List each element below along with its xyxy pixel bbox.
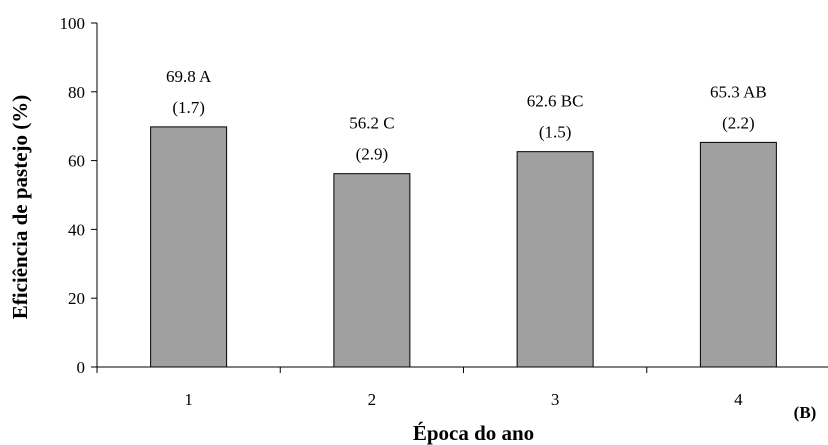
x-tick-label: 4	[734, 390, 743, 409]
y-tick-label: 100	[60, 14, 86, 33]
x-tick-label: 3	[551, 390, 560, 409]
bar	[699, 141, 777, 368]
y-tick-label: 60	[68, 152, 85, 171]
bar-error-label: (2.9)	[356, 145, 389, 164]
bar-value-label: 69.8 A	[166, 67, 212, 86]
y-tick-label: 40	[68, 220, 85, 239]
bar	[333, 173, 411, 368]
x-axis-ticks: 1 2 3 4	[96, 367, 743, 409]
panel-label: (B)	[794, 403, 817, 422]
y-axis-title: Eficiência de pastejo (%)	[8, 95, 32, 320]
bar-value-label: 65.3 AB	[710, 82, 767, 101]
y-tick-label: 0	[77, 358, 86, 377]
x-tick-label: 2	[368, 390, 377, 409]
bar	[516, 151, 594, 368]
bar-error-label: (2.2)	[722, 113, 755, 132]
bar	[150, 126, 228, 368]
bars	[150, 126, 777, 368]
x-tick-label: 1	[184, 390, 193, 409]
bar-value-label: 56.2 C	[349, 114, 394, 133]
bar-error-label: (1.5)	[539, 123, 572, 142]
y-tick-label: 20	[68, 289, 85, 308]
y-axis-ticks: 0 20 40 60 80 100	[60, 14, 97, 377]
bar-value-label: 62.6 BC	[527, 92, 584, 111]
bar-labels: 69.8 A (1.7) 56.2 C (2.9) 62.6 BC (1.5) 65.3 A…	[166, 67, 767, 164]
x-axis-title: Época do ano	[413, 421, 534, 445]
bar-error-label: (1.7)	[172, 98, 205, 117]
y-tick-label: 80	[68, 83, 85, 102]
